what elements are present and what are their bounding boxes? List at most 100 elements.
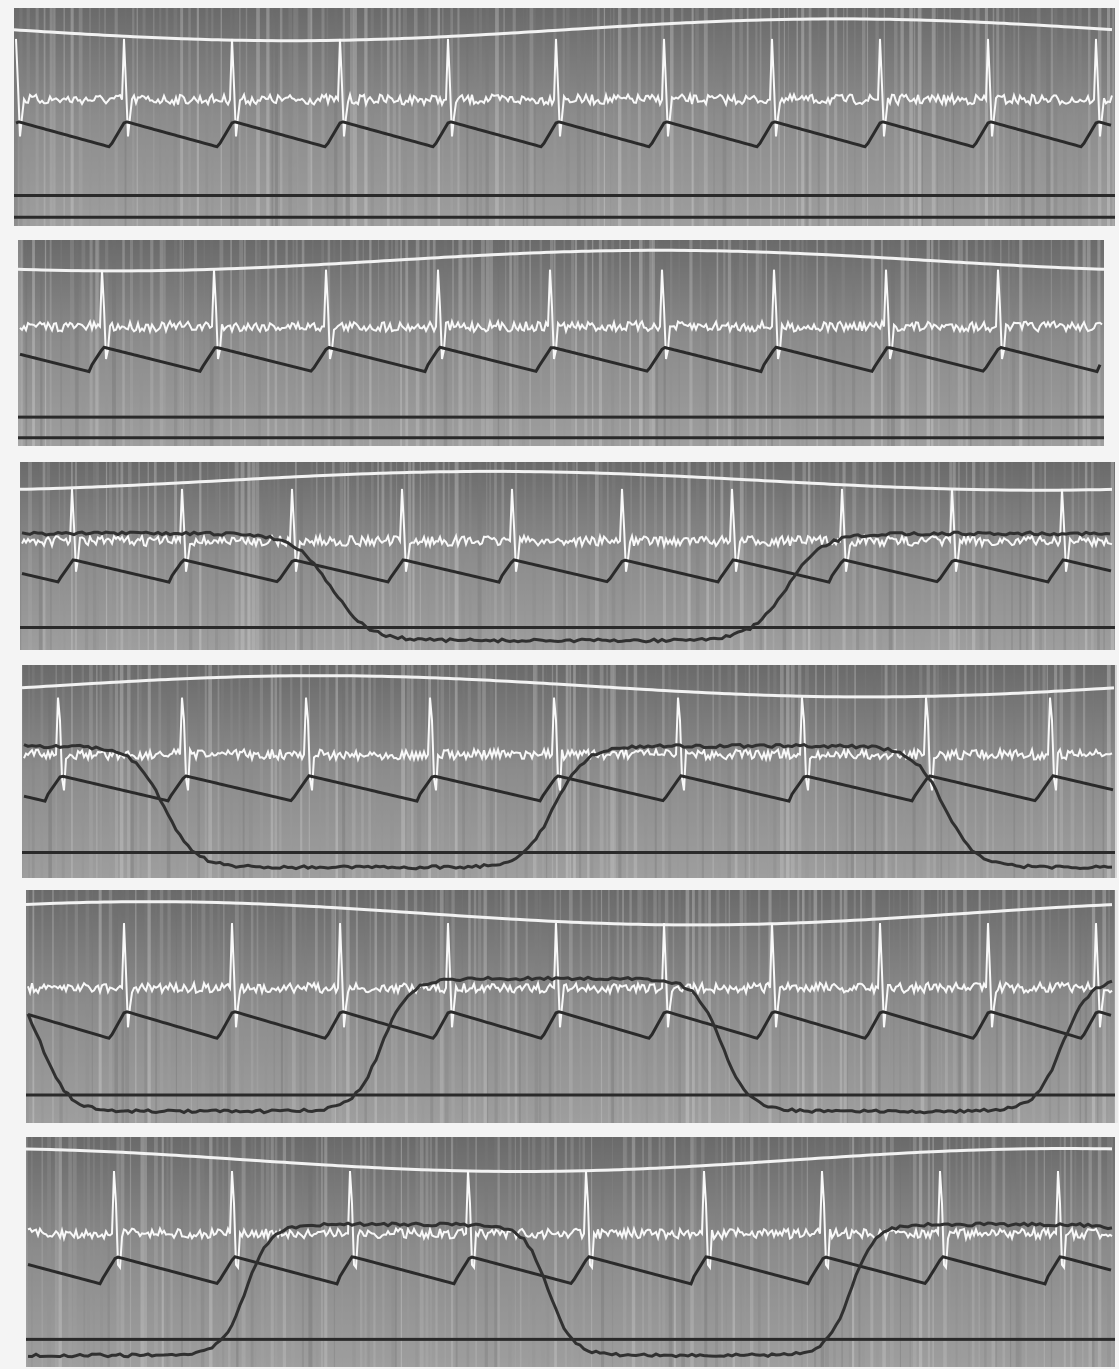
film-streak (893, 890, 895, 1123)
film-streak (739, 8, 743, 226)
film-streak (266, 8, 270, 226)
film-streak (563, 240, 566, 446)
film-streak (1068, 890, 1071, 1123)
film-streak (753, 462, 756, 650)
film-streak (381, 665, 383, 878)
film-streak (875, 8, 879, 226)
film-streak (964, 665, 967, 878)
film-streak (709, 462, 712, 650)
film-streak (136, 8, 138, 226)
film-streak (147, 665, 151, 878)
film-streak (952, 8, 955, 226)
film-streak (41, 890, 44, 1123)
film-streak (227, 462, 230, 650)
film-streak (797, 890, 800, 1123)
film-streak (159, 240, 164, 446)
film-streak (407, 1137, 410, 1367)
film-streak (238, 665, 241, 878)
film-streak (285, 240, 288, 446)
film-streak (542, 665, 545, 878)
film-streak (756, 665, 760, 878)
film-streak (72, 1137, 77, 1367)
film-streak (78, 8, 83, 226)
film-streak (307, 8, 312, 226)
film-streak (740, 1137, 742, 1367)
film-streak (796, 8, 798, 226)
film-streak (536, 665, 538, 878)
film-streak (1021, 8, 1025, 226)
film-streak (1011, 890, 1014, 1123)
film-streak (604, 240, 608, 446)
film-streak (744, 1137, 746, 1367)
film-streak (587, 665, 590, 878)
ecg-trace (27, 923, 1113, 1028)
film-streak (801, 1137, 803, 1367)
film-streak (270, 1137, 274, 1367)
film-streak (50, 462, 52, 650)
film-streak (832, 665, 836, 878)
film-streak (917, 8, 922, 226)
film-streak (254, 240, 258, 446)
film-streak (645, 8, 648, 226)
film-streak (68, 1137, 72, 1367)
film-streak (1027, 240, 1030, 446)
film-streak (1070, 665, 1075, 878)
film-streak (891, 665, 895, 878)
film-streak (345, 665, 349, 878)
film-streak (1114, 890, 1118, 1123)
film-streak (1043, 1137, 1046, 1367)
film-streak (903, 462, 906, 650)
respiration-trace (17, 248, 1105, 273)
film-streak (995, 1137, 998, 1367)
film-streak (539, 240, 543, 446)
film-streak (690, 1137, 694, 1367)
film-streak (19, 8, 23, 226)
film-streak (718, 665, 722, 878)
film-streak (26, 1137, 28, 1367)
film-streak (1022, 890, 1027, 1123)
film-streak (142, 8, 146, 226)
film-streak (852, 462, 857, 650)
film-streak (695, 462, 700, 650)
film-streak (764, 462, 767, 650)
film-streak (1030, 665, 1034, 878)
film-streak (478, 890, 482, 1123)
film-streak (596, 8, 600, 226)
film-streak (1050, 1137, 1053, 1367)
film-streak (443, 240, 448, 446)
film-streak (611, 462, 616, 650)
film-streak (223, 890, 225, 1123)
film-streak (992, 240, 994, 446)
film-streak (274, 240, 278, 446)
film-streak (558, 462, 563, 650)
film-streak (265, 1137, 270, 1367)
film-streak (876, 1137, 879, 1367)
film-streak (912, 1137, 917, 1367)
film-streak (1046, 8, 1051, 226)
film-streak (949, 8, 952, 226)
film-streak (969, 8, 973, 226)
film-streak (576, 8, 581, 226)
film-streak (960, 1137, 964, 1367)
film-streak (413, 8, 418, 226)
film-streak (71, 665, 73, 878)
film-streak (791, 462, 795, 650)
film-streak (129, 1137, 132, 1367)
film-streak (768, 890, 772, 1123)
film-streak (60, 240, 63, 446)
film-streak (153, 462, 157, 650)
film-streak (293, 8, 297, 226)
film-streak (970, 890, 974, 1123)
film-streak (526, 8, 528, 226)
film-streak (882, 1137, 886, 1367)
film-streak (40, 665, 44, 878)
film-streak (1031, 8, 1035, 226)
film-streak (340, 240, 342, 446)
film-streak (495, 665, 497, 878)
film-streak (920, 890, 925, 1123)
film-streak (211, 8, 214, 226)
film-streak (150, 240, 154, 446)
film-streak (31, 665, 35, 878)
film-streak (961, 240, 963, 446)
